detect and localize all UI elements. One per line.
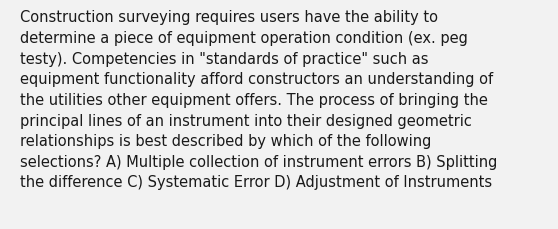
- Text: Construction surveying requires users have the ability to
determine a piece of e: Construction surveying requires users ha…: [20, 10, 497, 190]
